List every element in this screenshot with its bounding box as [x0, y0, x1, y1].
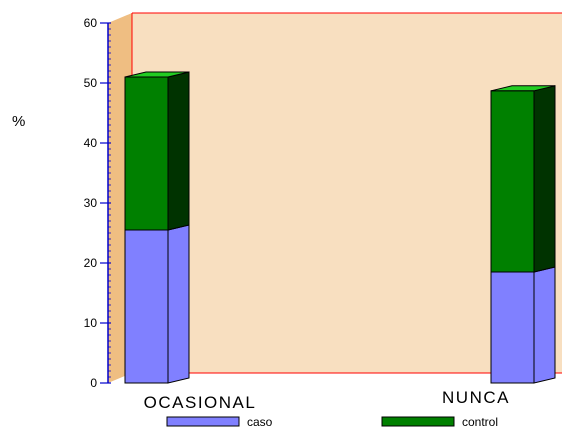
bar-caso-nunca — [490, 266, 556, 384]
legend-label: control — [462, 415, 498, 429]
legend-item-caso: caso — [166, 415, 273, 429]
y-tick-label: 20 — [84, 256, 98, 270]
legend: caso control — [166, 415, 498, 429]
legend-swatch — [381, 416, 455, 427]
y-tick-label: 0 — [90, 376, 97, 390]
x-tick-label: OCASIONAL — [144, 393, 257, 412]
y-ticks: 0 10 20 30 40 50 60 — [84, 16, 111, 390]
bar-front-face — [490, 90, 535, 273]
legend-item-control: control — [381, 415, 498, 429]
bars — [124, 71, 556, 384]
y-tick-label: 10 — [84, 316, 98, 330]
bar-top-face — [490, 85, 556, 92]
bar-side-face — [167, 224, 190, 384]
bar-top-face — [124, 71, 190, 78]
bar-control-ocasional — [124, 71, 190, 231]
back-wall — [132, 13, 562, 373]
bar-side-face — [533, 85, 556, 273]
y-tick-label: 50 — [84, 76, 98, 90]
bar-front-face — [124, 229, 169, 384]
y-axis-label: % — [12, 113, 25, 130]
y-tick-label: 60 — [84, 16, 98, 30]
y-tick-label: 40 — [84, 136, 98, 150]
x-tick-label: NUNCA — [442, 388, 510, 407]
bar-front-face — [124, 76, 169, 231]
y-tick-label: 30 — [84, 196, 98, 210]
bar-front-face — [490, 271, 535, 384]
bar-caso-ocasional — [124, 224, 190, 384]
legend-swatch — [166, 416, 240, 427]
x-tick-labels: OCASIONAL NUNCA — [144, 388, 510, 412]
bar-side-face — [533, 266, 556, 384]
bar-control-nunca — [490, 85, 556, 273]
legend-label: caso — [247, 415, 273, 429]
bar-side-face — [167, 71, 190, 231]
